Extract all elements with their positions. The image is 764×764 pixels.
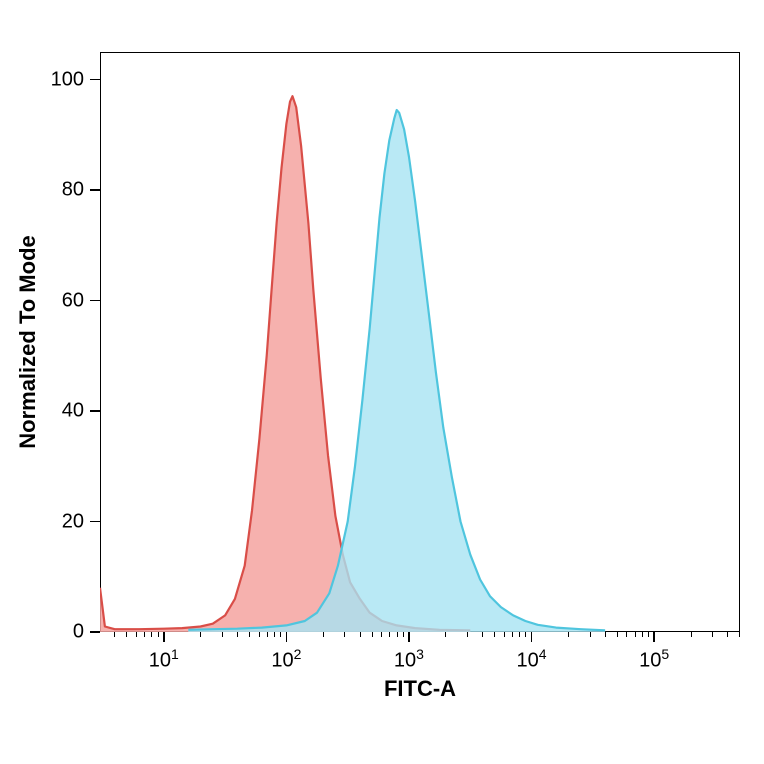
x-tick-label: 104 bbox=[517, 646, 547, 673]
x-minor-tick bbox=[397, 632, 398, 637]
x-minor-tick bbox=[626, 632, 627, 637]
y-tick-label: 100 bbox=[51, 68, 84, 91]
y-tick-label: 0 bbox=[73, 621, 84, 644]
y-tick-label: 60 bbox=[62, 289, 84, 312]
x-tick bbox=[163, 632, 165, 642]
x-minor-tick bbox=[158, 632, 159, 637]
x-tick-label: 102 bbox=[271, 646, 301, 673]
x-minor-tick bbox=[494, 632, 495, 637]
x-minor-tick bbox=[403, 632, 404, 637]
x-minor-tick bbox=[274, 632, 275, 637]
y-tick-label: 20 bbox=[62, 510, 84, 533]
y-tick bbox=[90, 300, 100, 302]
x-minor-tick bbox=[323, 632, 324, 637]
x-minor-tick bbox=[114, 632, 115, 637]
y-tick-label: 80 bbox=[62, 179, 84, 202]
x-minor-tick bbox=[525, 632, 526, 637]
x-minor-tick bbox=[504, 632, 505, 637]
x-minor-tick bbox=[136, 632, 137, 637]
x-tick bbox=[531, 632, 533, 642]
x-minor-tick bbox=[467, 632, 468, 637]
x-minor-tick bbox=[568, 632, 569, 637]
x-tick-label: 105 bbox=[639, 646, 669, 673]
x-minor-tick bbox=[512, 632, 513, 637]
x-minor-tick bbox=[360, 632, 361, 637]
y-tick bbox=[90, 521, 100, 523]
x-tick bbox=[653, 632, 655, 642]
x-minor-tick bbox=[691, 632, 692, 637]
x-minor-tick bbox=[482, 632, 483, 637]
x-minor-tick bbox=[200, 632, 201, 637]
x-minor-tick bbox=[712, 632, 713, 637]
x-minor-tick bbox=[648, 632, 649, 637]
x-tick bbox=[286, 632, 288, 642]
x-minor-tick bbox=[222, 632, 223, 637]
chart-container: Normalized To Mode FITC-A 02040608010010… bbox=[0, 0, 764, 764]
x-minor-tick bbox=[237, 632, 238, 637]
x-minor-tick bbox=[445, 632, 446, 637]
x-minor-tick bbox=[267, 632, 268, 637]
y-tick bbox=[90, 631, 100, 633]
x-minor-tick bbox=[727, 632, 728, 637]
x-minor-tick bbox=[126, 632, 127, 637]
x-minor-tick bbox=[739, 632, 740, 637]
y-tick bbox=[90, 410, 100, 412]
x-minor-tick bbox=[605, 632, 606, 637]
x-minor-tick bbox=[635, 632, 636, 637]
x-minor-tick bbox=[151, 632, 152, 637]
x-minor-tick bbox=[280, 632, 281, 637]
x-minor-tick bbox=[519, 632, 520, 637]
x-minor-tick bbox=[617, 632, 618, 637]
x-minor-tick bbox=[381, 632, 382, 637]
y-tick bbox=[90, 189, 100, 191]
x-minor-tick bbox=[344, 632, 345, 637]
x-minor-tick bbox=[259, 632, 260, 637]
x-tick bbox=[408, 632, 410, 642]
x-minor-tick bbox=[249, 632, 250, 637]
x-minor-tick bbox=[642, 632, 643, 637]
y-tick-label: 40 bbox=[62, 400, 84, 423]
x-minor-tick bbox=[590, 632, 591, 637]
x-minor-tick bbox=[144, 632, 145, 637]
x-tick-label: 101 bbox=[149, 646, 179, 673]
x-tick-label: 103 bbox=[394, 646, 424, 673]
y-tick bbox=[90, 79, 100, 81]
x-minor-tick bbox=[372, 632, 373, 637]
x-minor-tick bbox=[389, 632, 390, 637]
